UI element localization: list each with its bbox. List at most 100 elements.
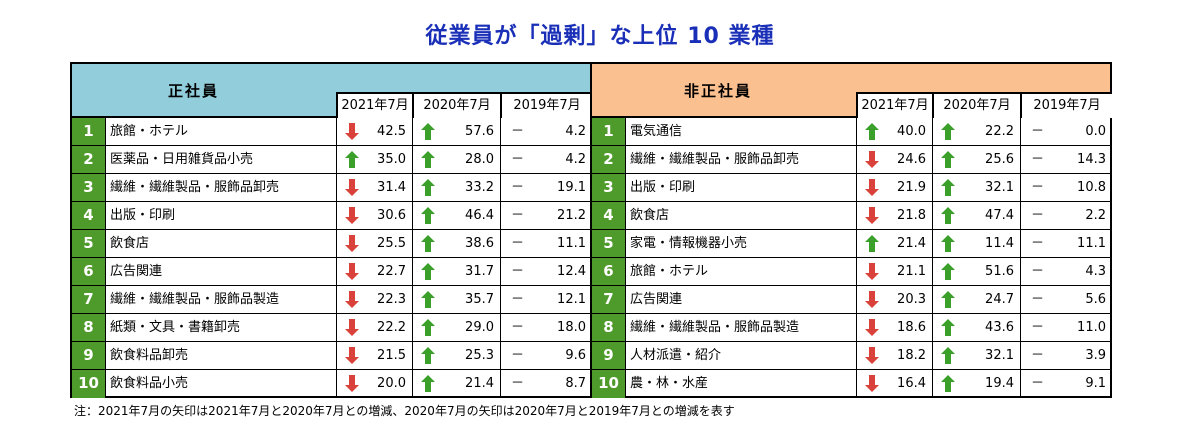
industry-name: 農・林・水産 [630,376,709,391]
table-row: 3 繊維・繊維製品・服飾品卸売 31.4 33.2 － 19.1 [72,174,590,202]
dash-mark: － [511,348,525,363]
industry-name: 電気通信 [630,124,683,139]
rank-badge: 8 [592,314,626,341]
table-row: 1 電気通信 40.0 22.2 － 0.0 [592,118,1110,146]
value-text: 2.2 [1085,208,1106,223]
value-cell-2019年7月: － 4.2 [500,118,592,145]
value-text: 57.6 [465,124,494,139]
value-text: 22.7 [377,264,406,279]
industry-name: 飲食店 [630,208,670,223]
value-text: 51.6 [985,264,1014,279]
arrow-up-icon [941,151,955,168]
table-row: 2 医薬品・日用雑貨品小売 35.0 28.0 － 4.2 [72,146,590,174]
value-cell-2021年7月: 21.5 [336,342,412,369]
value-cell-2021年7月: 21.8 [856,202,932,229]
value-cell-2021年7月: 31.4 [336,174,412,201]
table-row: 5 家電・情報機器小売 21.4 11.4 － 11.1 [592,230,1110,258]
rank-badge: 6 [72,258,106,285]
value-cell-2019年7月: － 14.3 [1020,146,1112,173]
industry-name: 旅館・ホテル [630,264,709,279]
value-cell-2020年7月: 43.6 [932,314,1020,341]
value-cell-2019年7月: － 11.0 [1020,314,1112,341]
table-row: 8 紙類・文具・書籍卸売 22.2 29.0 － 18.0 [72,314,590,342]
arrow-up-icon [421,151,435,168]
value-text: 21.4 [465,376,494,391]
arrow-down-icon [345,179,359,196]
value-text: 12.4 [557,264,586,279]
arrow-up-icon [865,235,879,252]
value-text: 20.3 [897,292,926,307]
arrow-up-icon [941,347,955,364]
arrow-down-icon [345,291,359,308]
year-column-header: 2021年7月 [856,92,932,118]
arrow-up-icon [421,235,435,252]
value-text: 24.7 [985,292,1014,307]
value-text: 25.3 [465,348,494,363]
value-text: 21.5 [377,348,406,363]
table-row: 3 出版・印刷 21.9 32.1 － 10.8 [592,174,1110,202]
value-cell-2019年7月: － 8.7 [500,370,592,398]
value-text: 29.0 [465,320,494,335]
value-cell-2020年7月: 32.1 [932,342,1020,369]
value-cell-2020年7月: 33.2 [412,174,500,201]
value-text: 11.4 [985,236,1014,251]
rank-badge: 9 [72,342,106,369]
arrow-up-icon [421,291,435,308]
arrow-up-icon [941,263,955,280]
value-cell-2021年7月: 18.6 [856,314,932,341]
value-cell-2019年7月: － 12.1 [500,286,592,313]
value-cell-2019年7月: － 0.0 [1020,118,1112,145]
value-text: 32.1 [985,348,1014,363]
value-text: 21.1 [897,264,926,279]
table-row: 7 繊維・繊維製品・服飾品製造 22.3 35.7 － 12.1 [72,286,590,314]
value-text: 11.1 [1077,236,1106,251]
value-cell-2019年7月: － 9.1 [1020,370,1112,398]
year-column-header: 2021年7月 [336,92,412,118]
arrow-down-icon [345,319,359,336]
industry-name: 人材派遣・紹介 [630,348,722,363]
dash-mark: － [511,152,525,167]
rank-badge: 6 [592,258,626,285]
value-text: 32.1 [985,180,1014,195]
rank-badge: 1 [592,118,626,145]
value-cell-2019年7月: － 11.1 [1020,230,1112,257]
dash-mark: － [1031,376,1045,391]
year-column-header: 2019年7月 [1020,92,1112,118]
value-text: 8.7 [565,376,586,391]
rank-badge: 3 [592,174,626,201]
value-text: 35.0 [377,152,406,167]
value-cell-2021年7月: 22.2 [336,314,412,341]
dash-mark: － [1031,208,1045,223]
table-row: 8 繊維・繊維製品・服飾品製造 18.6 43.6 － 11.0 [592,314,1110,342]
value-cell-2020年7月: 25.3 [412,342,500,369]
value-cell-2020年7月: 46.4 [412,202,500,229]
value-text: 22.3 [377,292,406,307]
value-text: 9.1 [1085,376,1106,391]
industry-name: 広告関連 [630,292,683,307]
arrow-up-icon [421,375,435,392]
value-text: 3.9 [1085,348,1106,363]
value-cell-2019年7月: － 2.2 [1020,202,1112,229]
arrow-down-icon [345,263,359,280]
arrow-down-icon [865,207,879,224]
rank-badge: 2 [72,146,106,173]
value-text: 9.6 [565,348,586,363]
industry-name: 飲食店 [110,236,150,251]
value-cell-2020年7月: 38.6 [412,230,500,257]
table-header-title: 非正社員 [684,82,753,100]
value-text: 18.2 [897,348,926,363]
value-cell-2019年7月: － 9.6 [500,342,592,369]
value-cell-2021年7月: 21.4 [856,230,932,257]
industry-name: 飲食料品小売 [110,376,189,391]
arrow-down-icon [345,207,359,224]
arrow-down-icon [865,263,879,280]
value-cell-2019年7月: － 19.1 [500,174,592,201]
value-text: 35.7 [465,292,494,307]
arrow-down-icon [865,179,879,196]
value-cell-2021年7月: 21.9 [856,174,932,201]
value-cell-2021年7月: 30.6 [336,202,412,229]
value-text: 22.2 [985,124,1014,139]
table-header-title: 正社員 [168,82,220,100]
value-text: 4.2 [565,124,586,139]
value-cell-2019年7月: － 11.1 [500,230,592,257]
